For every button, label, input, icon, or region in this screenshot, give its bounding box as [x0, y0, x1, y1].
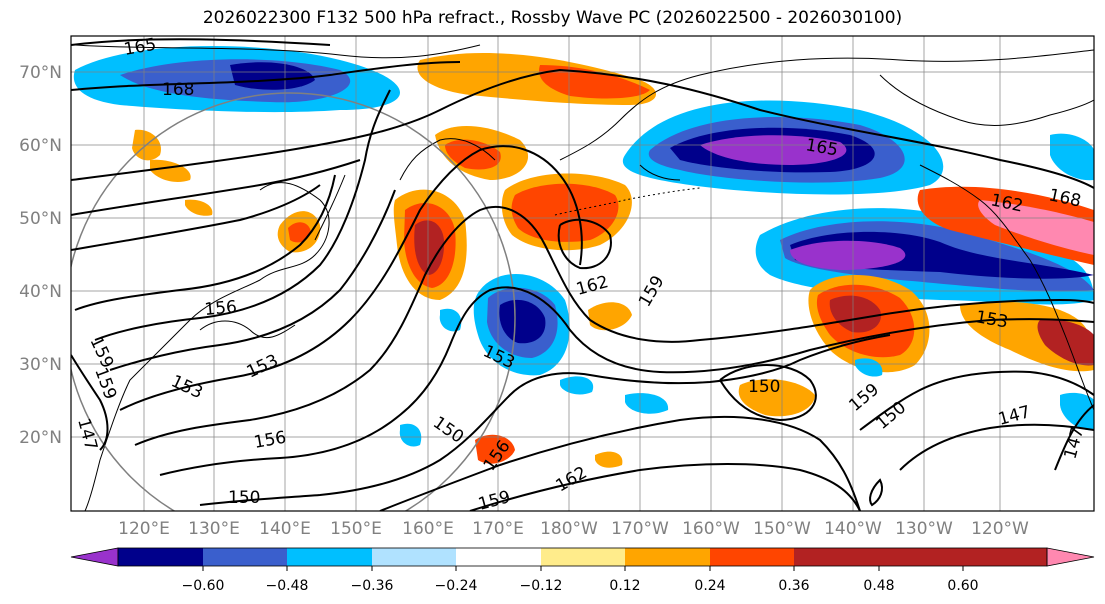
lon-label: 140°W — [824, 519, 882, 539]
lat-label: 60°N — [19, 136, 62, 156]
colorbar-segment — [710, 548, 794, 566]
colorbar-segment — [456, 548, 541, 566]
lon-label: 150°W — [753, 519, 811, 539]
lon-label: 120°W — [971, 519, 1029, 539]
lon-label: 150°E — [330, 519, 382, 539]
colorbar-tick-label: 0.36 — [778, 578, 809, 594]
colorbar-tick-label: −0.60 — [182, 578, 225, 594]
colorbar-segment — [625, 548, 710, 566]
contour-label: 150 — [748, 377, 780, 397]
colorbar-segment — [794, 548, 879, 566]
lon-label: 130°W — [895, 519, 953, 539]
colorbar-tick-labels: −0.60 −0.48 −0.36 −0.24 −0.12 0.12 0.24 … — [182, 578, 979, 594]
range-circle — [71, 92, 516, 511]
colorbar-segment — [118, 548, 203, 566]
map-frame — [70, 35, 1095, 512]
colorbar-extend-high-arrow — [1046, 547, 1095, 567]
colorbar-segment — [287, 548, 372, 566]
colorbar-tick-label: 0.60 — [947, 578, 978, 594]
map-title: 2026022300 F132 500 hPa refract., Rossby… — [202, 8, 903, 28]
lat-label: 50°N — [19, 209, 62, 229]
lat-label: 40°N — [19, 282, 62, 302]
colorbar-extend-high — [879, 548, 963, 566]
colorbar-ticks — [202, 566, 964, 571]
lat-label: 30°N — [19, 355, 62, 375]
colorbar-tick-label: −0.48 — [266, 578, 309, 594]
contour-label: 150 — [228, 488, 260, 508]
colorbar-extend-low — [70, 547, 119, 567]
colorbar-segment — [372, 548, 456, 566]
lat-label: 20°N — [19, 428, 62, 448]
colorbar-segment — [541, 548, 625, 566]
lon-label: 130°E — [188, 519, 240, 539]
graticule — [71, 36, 1094, 511]
lon-label: 180°W — [540, 519, 598, 539]
lon-label: 160°E — [402, 519, 454, 539]
colorbar-tick-label: −0.12 — [520, 578, 563, 594]
longitude-labels: 120°E 130°E 140°E 150°E 160°E 170°E 180°… — [118, 519, 1029, 539]
lon-label: 170°E — [472, 519, 524, 539]
contour-label: 156 — [204, 297, 238, 320]
latitude-labels: 70°N 60°N 50°N 40°N 30°N 20°N — [19, 63, 62, 448]
lat-label: 70°N — [19, 63, 62, 83]
height-contours — [71, 38, 1094, 511]
colorbar-tick-label: 0.48 — [863, 578, 894, 594]
lon-label: 120°E — [118, 519, 170, 539]
colorbar-tick-label: −0.36 — [351, 578, 394, 594]
colorbar-segment — [203, 548, 287, 566]
colorbar-tick-label: −0.24 — [435, 578, 478, 594]
colorbar-segment — [963, 548, 1047, 566]
colorbar-tick-label: 0.24 — [694, 578, 725, 594]
contour-label: 168 — [162, 80, 194, 100]
colorbar: −0.60 −0.48 −0.36 −0.24 −0.12 0.12 0.24 … — [70, 547, 1095, 594]
lon-label: 140°E — [259, 519, 311, 539]
lon-label: 170°W — [611, 519, 669, 539]
shaded-anomaly-fields — [73, 46, 1094, 468]
colorbar-tick-label: 0.12 — [609, 578, 640, 594]
lon-label: 160°W — [682, 519, 740, 539]
